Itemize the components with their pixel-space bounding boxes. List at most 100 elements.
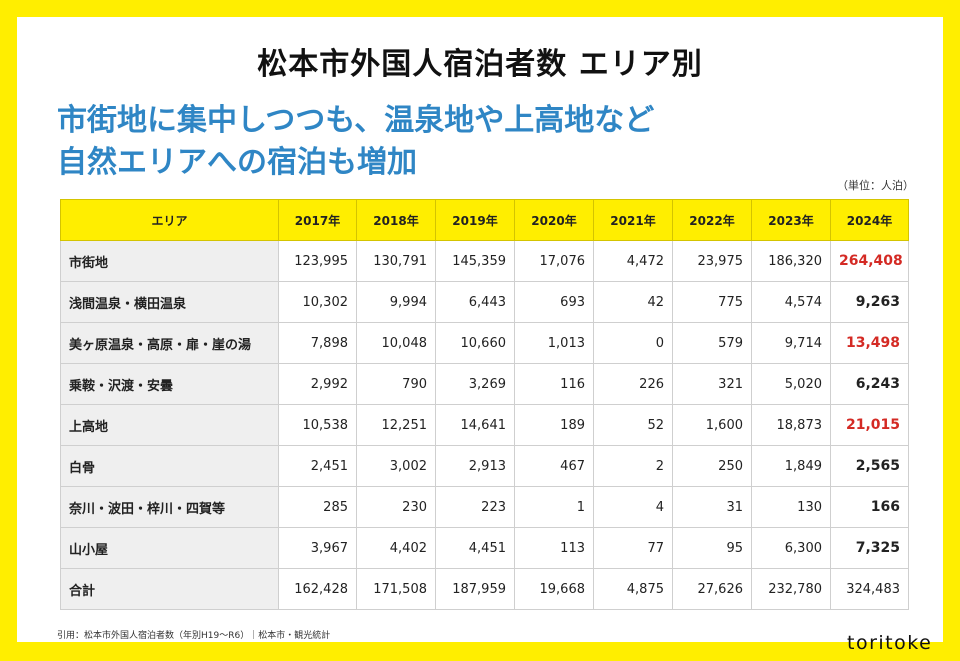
value-cell: 4,875 (593, 568, 673, 610)
value-cell: 3,269 (435, 363, 515, 405)
area-table: エリア 2017年 2018年 2019年 2020年 2021年 2022年 … (60, 199, 909, 610)
value-cell: 9,994 (356, 281, 436, 323)
header-year: 2024年 (830, 199, 909, 241)
value-cell: 2,992 (278, 363, 357, 405)
area-name-cell: 市街地 (60, 240, 279, 282)
header-year: 2023年 (751, 199, 831, 241)
table-row: 白骨 2,451 3,002 2,913 467 2 250 1,849 2,565 (60, 445, 909, 487)
value-cell: 7,898 (278, 322, 357, 364)
value-cell: 10,538 (278, 404, 357, 446)
value-cell: 2,913 (435, 445, 515, 487)
value-cell: 467 (514, 445, 594, 487)
value-cell: 3,002 (356, 445, 436, 487)
header-year: 2020年 (514, 199, 594, 241)
value-cell-2024: 166 (830, 486, 909, 528)
brand-logo: toritoke (847, 632, 933, 654)
header-year: 2019年 (435, 199, 515, 241)
value-cell: 52 (593, 404, 673, 446)
value-cell: 285 (278, 486, 357, 528)
value-cell: 4,472 (593, 240, 673, 282)
value-cell: 19,668 (514, 568, 594, 610)
area-name-cell: 山小屋 (60, 527, 279, 569)
header-year: 2018年 (356, 199, 436, 241)
content-card: 松本市外国人宿泊者数 エリア別 市街地に集中しつつも、温泉地や上高地など 自然エ… (17, 17, 943, 654)
value-cell: 1,849 (751, 445, 831, 487)
value-cell: 3,967 (278, 527, 357, 569)
value-cell: 232,780 (751, 568, 831, 610)
value-cell: 10,048 (356, 322, 436, 364)
value-cell: 230 (356, 486, 436, 528)
value-cell: 123,995 (278, 240, 357, 282)
area-name-cell: 上高地 (60, 404, 279, 446)
value-cell: 130,791 (356, 240, 436, 282)
value-cell: 775 (672, 281, 752, 323)
value-cell-2024: 9,263 (830, 281, 909, 323)
area-name-cell: 美ヶ原温泉・高原・扉・崖の湯 (60, 322, 279, 364)
area-name-cell: 合計 (60, 568, 279, 610)
header-year: 2021年 (593, 199, 673, 241)
value-cell: 130 (751, 486, 831, 528)
value-cell: 4 (593, 486, 673, 528)
value-cell: 189 (514, 404, 594, 446)
value-cell: 145,359 (435, 240, 515, 282)
table-row: 奈川・波田・梓川・四賀等 285 230 223 1 4 31 130 166 (60, 486, 909, 528)
value-cell: 0 (593, 322, 673, 364)
table-row: 浅間温泉・横田温泉 10,302 9,994 6,443 693 42 775 4,574 9,… (60, 281, 909, 323)
value-cell: 162,428 (278, 568, 357, 610)
value-cell-2024: 264,408 (830, 240, 909, 282)
value-cell: 250 (672, 445, 752, 487)
header-year: 2017年 (278, 199, 357, 241)
value-cell: 12,251 (356, 404, 436, 446)
header-area: エリア (60, 199, 279, 241)
value-cell: 1 (514, 486, 594, 528)
value-cell: 2,451 (278, 445, 357, 487)
value-cell: 9,714 (751, 322, 831, 364)
table-row: 美ヶ原温泉・高原・扉・崖の湯 7,898 10,048 10,660 1,013 0 579… (60, 322, 909, 364)
value-cell: 4,451 (435, 527, 515, 569)
value-cell: 27,626 (672, 568, 752, 610)
value-cell-2024: 6,243 (830, 363, 909, 405)
value-cell: 790 (356, 363, 436, 405)
value-cell: 95 (672, 527, 752, 569)
value-cell: 14,641 (435, 404, 515, 446)
value-cell: 5,020 (751, 363, 831, 405)
value-cell: 171,508 (356, 568, 436, 610)
value-cell: 579 (672, 322, 752, 364)
value-cell: 693 (514, 281, 594, 323)
value-cell: 4,574 (751, 281, 831, 323)
value-cell-2024: 21,015 (830, 404, 909, 446)
value-cell-2024: 324,483 (830, 568, 909, 610)
value-cell: 223 (435, 486, 515, 528)
value-cell: 31 (672, 486, 752, 528)
value-cell-2024: 2,565 (830, 445, 909, 487)
value-cell: 226 (593, 363, 673, 405)
table-total-row: 合計 162,428 171,508 187,959 19,668 4,875 27,626… (60, 568, 909, 610)
subtitle-line-1: 市街地に集中しつつも、温泉地や上高地など (57, 103, 655, 138)
value-cell: 2 (593, 445, 673, 487)
value-cell: 42 (593, 281, 673, 323)
value-cell: 321 (672, 363, 752, 405)
area-name-cell: 白骨 (60, 445, 279, 487)
value-cell: 1,013 (514, 322, 594, 364)
value-cell: 23,975 (672, 240, 752, 282)
value-cell: 187,959 (435, 568, 515, 610)
value-cell: 10,302 (278, 281, 357, 323)
value-cell: 116 (514, 363, 594, 405)
subtitle-line-2: 自然エリアへの宿泊も増加 (57, 145, 417, 180)
value-cell: 10,660 (435, 322, 515, 364)
area-name-cell: 奈川・波田・梓川・四賀等 (60, 486, 279, 528)
table-row: 上高地 10,538 12,251 14,641 189 52 1,600 18,873 21,… (60, 404, 909, 446)
table-header-row: エリア 2017年 2018年 2019年 2020年 2021年 2022年 … (60, 199, 909, 241)
value-cell: 6,300 (751, 527, 831, 569)
value-cell-2024: 7,325 (830, 527, 909, 569)
source-citation: 引用：松本市外国人宿泊者数（年別H19〜R6）｜松本市・観光統計 (57, 631, 331, 641)
subtitle: 市街地に集中しつつも、温泉地や上高地など 自然エリアへの宿泊も増加 (57, 100, 654, 184)
header-year: 2022年 (672, 199, 752, 241)
table-row: 乗鞍・沢渡・安曇 2,992 790 3,269 116 226 321 5,020 6,243 (60, 363, 909, 405)
value-cell: 4,402 (356, 527, 436, 569)
value-cell: 113 (514, 527, 594, 569)
area-name-cell: 乗鞍・沢渡・安曇 (60, 363, 279, 405)
table-body: 市街地 123,995 130,791 145,359 17,076 4,472 23,97… (60, 240, 909, 610)
value-cell: 6,443 (435, 281, 515, 323)
table-row: 山小屋 3,967 4,402 4,451 113 77 95 6,300 7,325 (60, 527, 909, 569)
